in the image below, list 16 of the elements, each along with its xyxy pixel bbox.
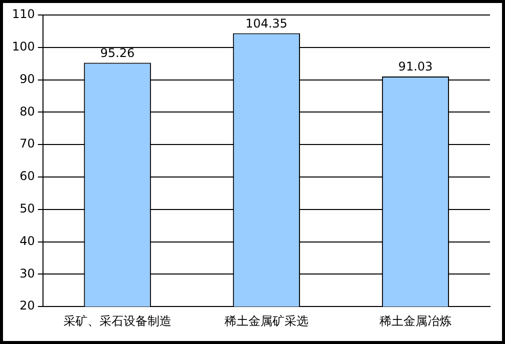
data-label: 91.03: [398, 60, 433, 74]
data-label: 104.35: [245, 16, 288, 30]
y-tick-label: 50: [20, 202, 35, 216]
y-tick-label: 80: [20, 104, 35, 118]
y-tick-label: 70: [20, 136, 35, 151]
y-tick-label: 20: [20, 298, 35, 313]
data-label: 95.26: [100, 46, 135, 60]
y-tick-label: 110: [12, 7, 35, 22]
x-tick-label: 稀土金属矿采选: [224, 314, 308, 328]
y-tick-label: 60: [20, 169, 35, 184]
y-tick-label: 40: [20, 234, 35, 248]
x-tick-label: 稀土金属冶炼: [379, 314, 452, 328]
y-tick-label: 30: [20, 266, 35, 280]
x-tick-label: 采矿、采石设备制造: [63, 314, 172, 328]
y-tick-label: 90: [20, 72, 35, 86]
y-tick-label: 100: [12, 40, 35, 54]
